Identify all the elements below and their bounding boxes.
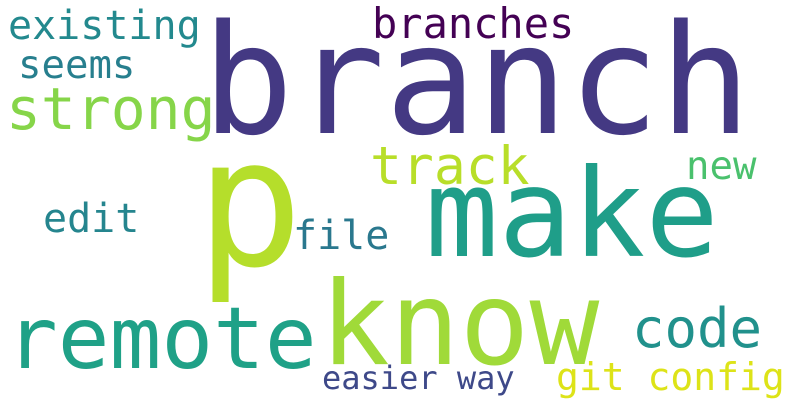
word-easier-way: easier way [322, 359, 515, 397]
word-track: track [370, 136, 530, 197]
word-know: know [320, 257, 600, 392]
word-code: code [632, 297, 763, 360]
word-seems: seems [18, 43, 136, 88]
word-branch: branch [202, 0, 752, 169]
word-new: new [686, 144, 757, 189]
word-remote: remote [6, 289, 317, 389]
word-file: file [293, 213, 390, 259]
word-git-config: git config [556, 355, 785, 399]
word-branches: branches [372, 0, 575, 48]
word-p: p [196, 100, 304, 307]
word-edit: edit [43, 196, 140, 242]
word-make: make [425, 143, 719, 285]
word-existing: existing [8, 3, 201, 49]
word-strong: strong [6, 75, 216, 143]
